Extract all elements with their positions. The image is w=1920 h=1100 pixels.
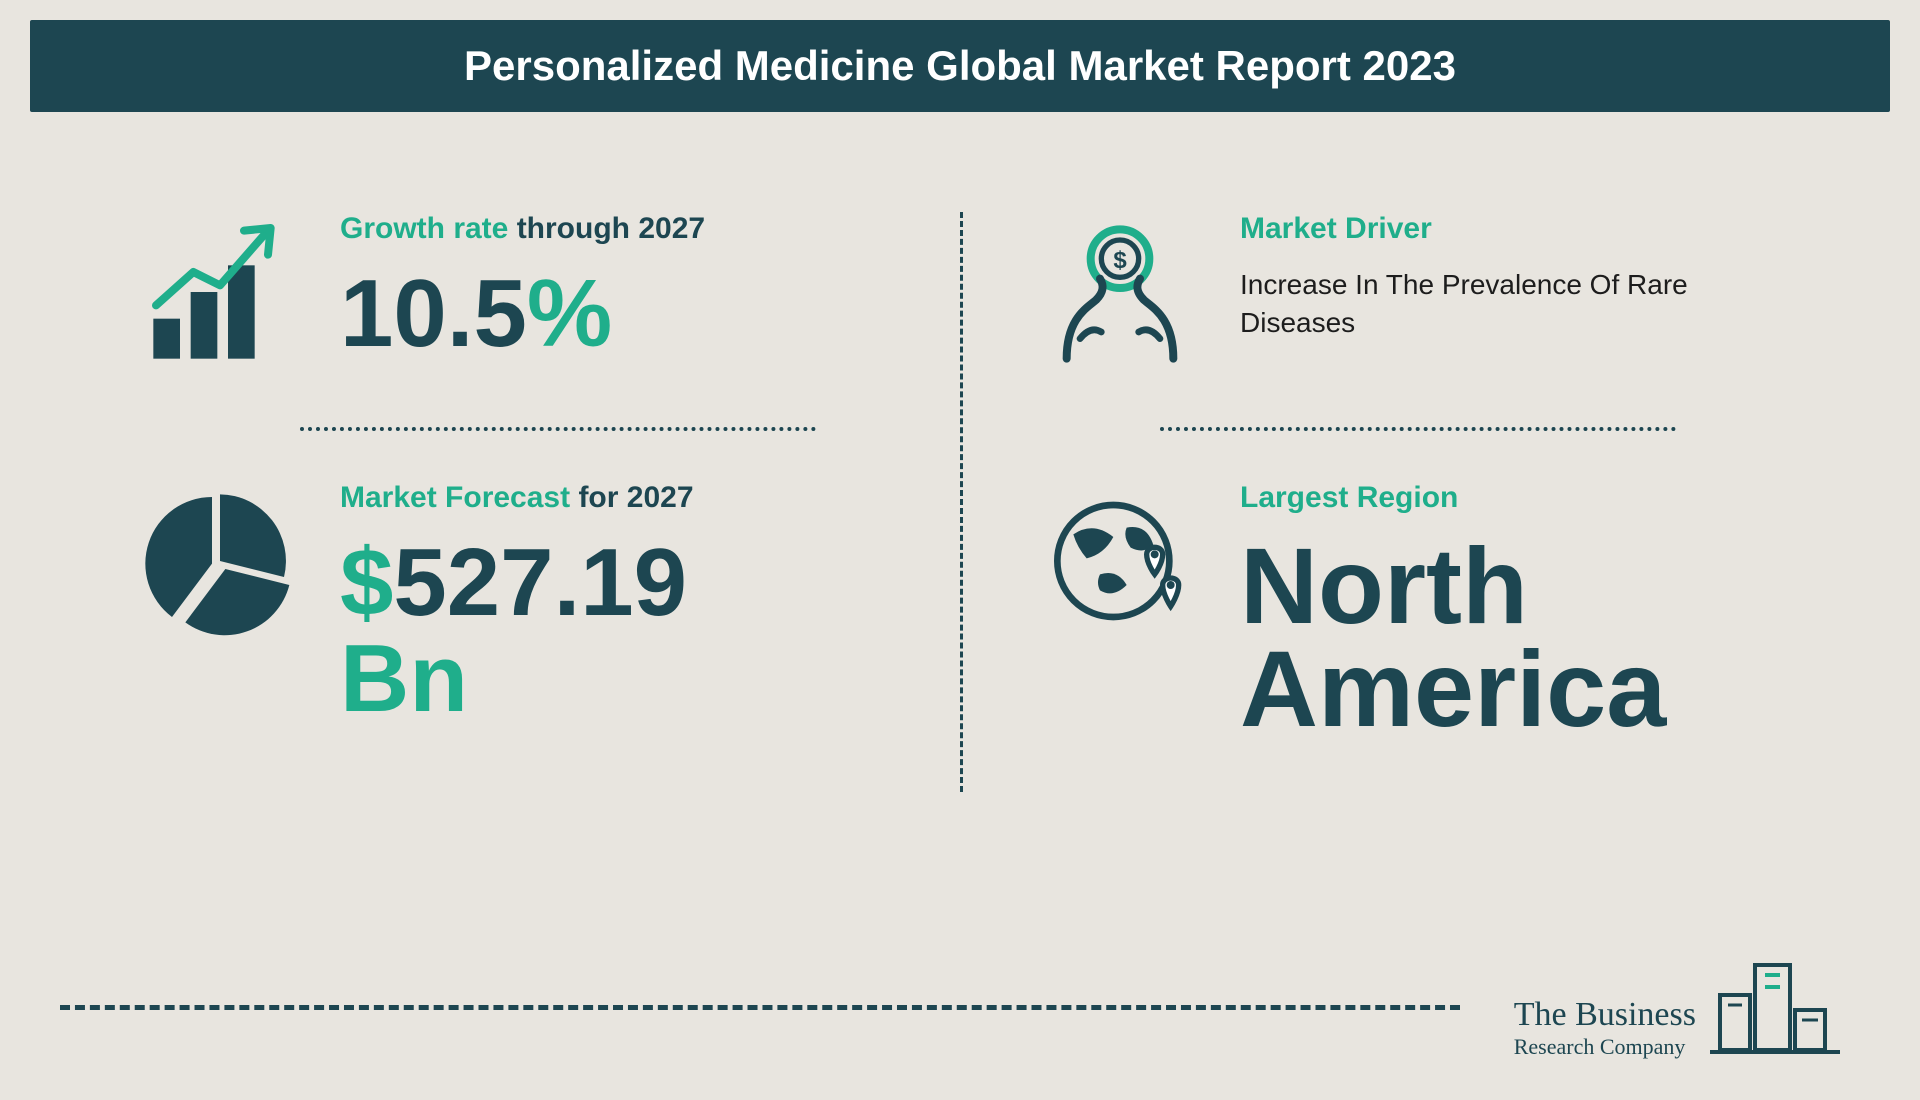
buildings-icon bbox=[1710, 945, 1840, 1060]
company-logo: The Business Research Company bbox=[1514, 945, 1840, 1060]
left-column: Growth rate through 2027 10.5% Market Fo… bbox=[100, 192, 960, 892]
logo-line1: The Business bbox=[1514, 996, 1696, 1034]
market-forecast-label: Market Forecast for 2027 bbox=[340, 481, 880, 515]
largest-region-block: Largest Region North America bbox=[960, 461, 1820, 760]
svg-text:$: $ bbox=[1113, 247, 1127, 274]
globe-pins-icon bbox=[1040, 481, 1200, 646]
largest-region-value: North America bbox=[1240, 535, 1780, 740]
growth-rate-value: 10.5% bbox=[340, 266, 880, 362]
pie-chart-icon bbox=[140, 481, 300, 646]
market-driver-label: Market Driver bbox=[1240, 212, 1780, 246]
vertical-divider bbox=[960, 212, 963, 792]
growth-rate-label: Growth rate through 2027 bbox=[340, 212, 880, 246]
growth-chart-icon bbox=[140, 212, 300, 377]
logo-line2: Research Company bbox=[1514, 1034, 1696, 1060]
largest-region-label: Largest Region bbox=[1240, 481, 1780, 515]
bottom-divider bbox=[60, 1005, 1460, 1010]
section-divider bbox=[300, 427, 816, 431]
right-column: $ Market Driver Increase In The Prevalen… bbox=[960, 192, 1820, 892]
hands-coin-icon: $ bbox=[1040, 212, 1200, 377]
market-driver-description: Increase In The Prevalence Of Rare Disea… bbox=[1240, 266, 1780, 342]
market-forecast-value: $527.19 Bn bbox=[340, 535, 880, 727]
market-driver-block: $ Market Driver Increase In The Prevalen… bbox=[960, 192, 1820, 397]
report-title: Personalized Medicine Global Market Repo… bbox=[30, 20, 1890, 112]
market-forecast-block: Market Forecast for 2027 $527.19 Bn bbox=[100, 461, 960, 747]
section-divider bbox=[1160, 427, 1676, 431]
infographic-grid: Growth rate through 2027 10.5% Market Fo… bbox=[0, 112, 1920, 932]
growth-rate-block: Growth rate through 2027 10.5% bbox=[100, 192, 960, 397]
